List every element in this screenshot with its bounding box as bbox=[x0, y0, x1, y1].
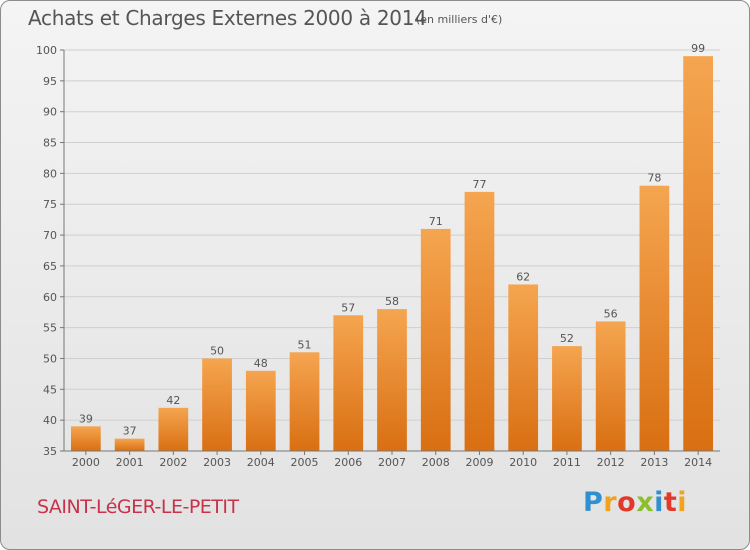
bar bbox=[420, 228, 451, 451]
data-label: 77 bbox=[472, 178, 486, 191]
data-label: 39 bbox=[79, 412, 93, 425]
x-tick-label: 2010 bbox=[509, 456, 537, 469]
bar bbox=[464, 191, 495, 451]
logo-letter: t bbox=[663, 487, 678, 518]
chart-title: Achats et Charges Externes 2000 à 2014 bbox=[28, 6, 427, 30]
y-tick-label: 50 bbox=[43, 352, 57, 365]
bar bbox=[202, 358, 232, 451]
data-label: 48 bbox=[254, 357, 268, 370]
data-label: 62 bbox=[516, 270, 530, 283]
bar bbox=[158, 407, 189, 451]
data-label: 99 bbox=[691, 42, 705, 55]
y-tick-label: 55 bbox=[43, 322, 57, 335]
x-tick-label: 2000 bbox=[72, 456, 100, 469]
data-label: 57 bbox=[341, 301, 355, 314]
y-tick-label: 45 bbox=[43, 383, 57, 396]
logo-letter: x bbox=[636, 487, 655, 518]
bar bbox=[114, 438, 145, 451]
x-tick-label: 2005 bbox=[291, 456, 319, 469]
bar bbox=[245, 370, 276, 451]
bar bbox=[289, 352, 320, 451]
x-tick-label: 2004 bbox=[247, 456, 275, 469]
bar bbox=[595, 321, 626, 451]
bar bbox=[70, 426, 101, 451]
x-tick-label: 2006 bbox=[334, 456, 362, 469]
data-label: 56 bbox=[604, 307, 618, 320]
bar bbox=[333, 315, 364, 451]
bar bbox=[639, 185, 670, 451]
x-tick-label: 2013 bbox=[640, 456, 668, 469]
y-tick-label: 100 bbox=[36, 44, 57, 57]
proxiti-logo: Proxiti bbox=[583, 487, 687, 518]
logo-letter: r bbox=[603, 487, 618, 518]
bar bbox=[552, 346, 582, 451]
x-tick-label: 2002 bbox=[159, 456, 187, 469]
data-label: 52 bbox=[560, 332, 574, 345]
y-tick-label: 40 bbox=[43, 414, 57, 427]
chart-subtitle: (en milliers d'€) bbox=[416, 13, 503, 26]
data-label: 51 bbox=[298, 338, 312, 351]
x-tick-label: 2012 bbox=[597, 456, 625, 469]
data-label: 58 bbox=[385, 295, 399, 308]
x-tick-label: 2001 bbox=[116, 456, 144, 469]
y-tick-label: 75 bbox=[43, 198, 57, 211]
y-tick-label: 85 bbox=[43, 137, 57, 150]
x-tick-label: 2003 bbox=[203, 456, 231, 469]
data-label: 50 bbox=[210, 344, 224, 357]
y-tick-label: 90 bbox=[43, 106, 57, 119]
y-tick-label: 35 bbox=[43, 445, 57, 458]
labels: 35 40 45 50 55 60 65 70 75 80 85 90 95 100 39 2000 37 200… bbox=[36, 42, 712, 469]
axes bbox=[60, 49, 720, 455]
y-tick-label: 70 bbox=[43, 229, 57, 242]
logo-letter: o bbox=[617, 487, 637, 518]
x-tick-label: 2009 bbox=[465, 456, 493, 469]
y-tick-label: 60 bbox=[43, 291, 57, 304]
commune-name: SAINT-LéGER-LE-PETIT bbox=[37, 496, 239, 518]
bars bbox=[70, 56, 714, 452]
data-label: 42 bbox=[166, 394, 180, 407]
logo-letter: i bbox=[677, 487, 688, 518]
data-label: 37 bbox=[123, 425, 137, 438]
x-tick-label: 2011 bbox=[553, 456, 581, 469]
y-tick-label: 80 bbox=[43, 167, 57, 180]
bar bbox=[508, 284, 539, 451]
x-tick-label: 2008 bbox=[422, 456, 450, 469]
bar bbox=[377, 309, 407, 451]
y-tick-label: 95 bbox=[43, 75, 57, 88]
logo-letter: P bbox=[583, 487, 604, 518]
data-label: 78 bbox=[647, 172, 661, 185]
x-tick-label: 2007 bbox=[378, 456, 406, 469]
data-label: 71 bbox=[429, 215, 443, 228]
bar bbox=[683, 56, 714, 452]
x-tick-label: 2014 bbox=[684, 456, 712, 469]
logo-letter: i bbox=[654, 487, 664, 518]
y-tick-label: 65 bbox=[43, 260, 57, 273]
